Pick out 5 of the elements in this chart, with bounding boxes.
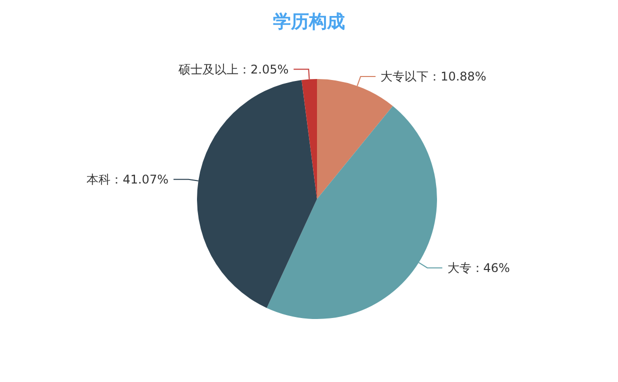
slice-label: 大专以下：10.88% (380, 70, 486, 84)
slice-label: 硕士及以上：2.05% (178, 62, 289, 76)
slice-label: 本科：41.07% (86, 172, 168, 186)
chart-title: 学历构成 (273, 12, 345, 32)
slice-label: 大专：46% (447, 260, 510, 275)
